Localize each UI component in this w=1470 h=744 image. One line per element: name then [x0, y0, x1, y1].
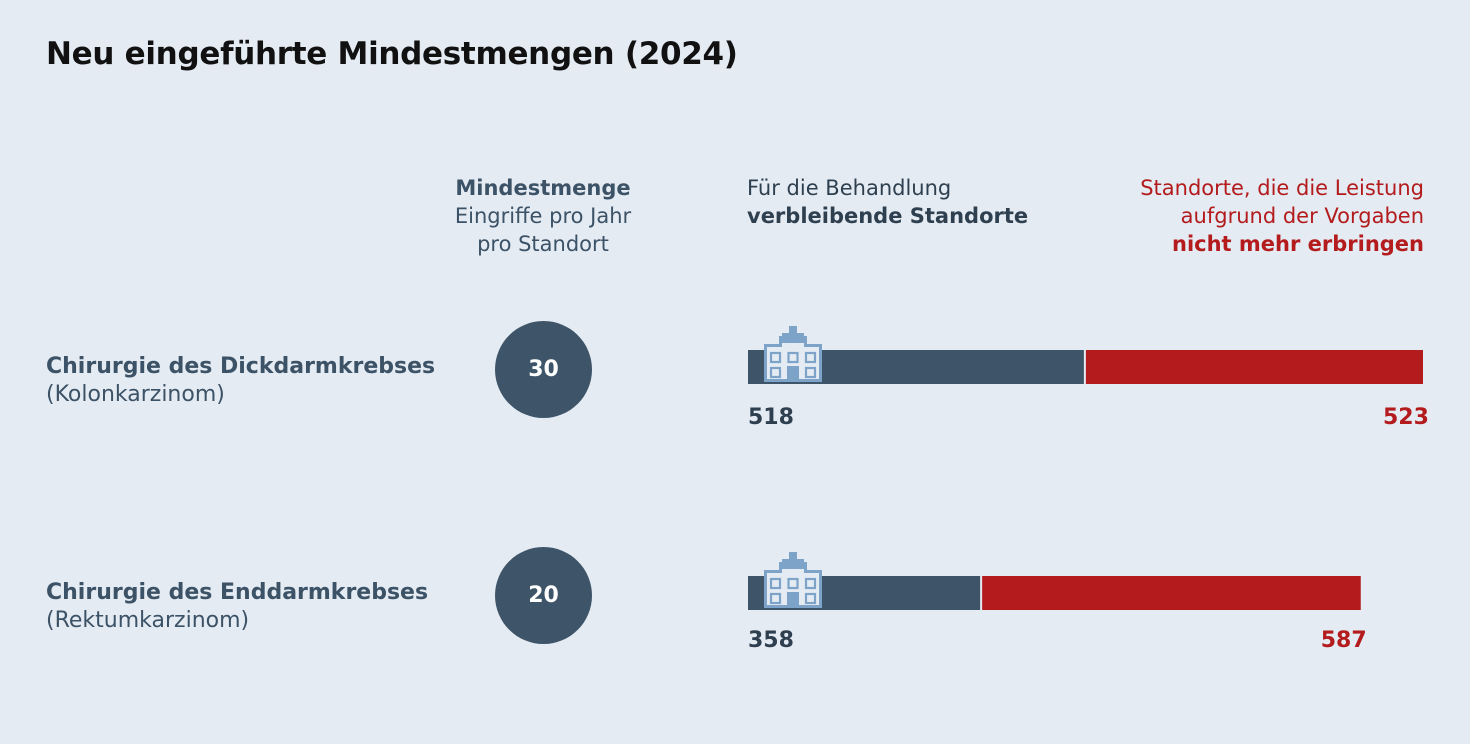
header-mindestmenge: Mindestmenge Eingriffe pro Jahr pro Stan… — [433, 174, 653, 258]
mindestmenge-circle-kolon: 30 — [495, 321, 592, 418]
row-label-kolon-name: Chirurgie des Dickdarmkrebses — [46, 354, 436, 379]
legend-remaining-line1: Für die Behandlung — [747, 176, 952, 200]
legend-remaining: Für die Behandlung verbleibende Standort… — [747, 174, 1028, 230]
legend-lost-line1: Standorte, die die Leistung — [1140, 176, 1424, 200]
chart-title: Neu eingeführte Mindestmengen (2024) — [46, 36, 738, 72]
row-label-rektum-sub: (Rektumkarzinom) — [46, 608, 250, 633]
hospital-icon — [764, 326, 822, 382]
mindestmenge-circle-rektum: 20 — [495, 547, 592, 644]
value-remaining-kolon: 518 — [748, 405, 794, 430]
value-remaining-rektum: 358 — [748, 628, 794, 653]
bar-lost-kolon — [1085, 350, 1423, 384]
legend-remaining-line2: verbleibende Standorte — [747, 204, 1029, 228]
hospital-icon — [764, 552, 822, 608]
row-label-rektum: Chirurgie des Enddarmkrebses (Rektumkarz… — [46, 579, 428, 635]
value-lost-kolon: 523 — [1383, 405, 1429, 430]
value-lost-rektum: 587 — [1320, 628, 1367, 653]
legend-lost-line3: nicht mehr erbringen — [1172, 232, 1424, 256]
row-label-kolon-sub: (Kolonkarzinom) — [46, 382, 225, 407]
header-mindestmenge-line3: pro Standort — [477, 232, 609, 256]
row-label-rektum-name: Chirurgie des Enddarmkrebses — [46, 580, 429, 605]
row-label-kolon: Chirurgie des Dickdarmkrebses (Kolonkarz… — [46, 353, 435, 409]
bar-lost-rektum — [982, 576, 1361, 610]
header-mindestmenge-line1: Mindestmenge — [455, 176, 631, 200]
legend-lost-line2: aufgrund der Vorgaben — [1180, 204, 1424, 228]
header-mindestmenge-line2: Eingriffe pro Jahr — [454, 204, 632, 228]
legend-lost: Standorte, die die Leistung aufgrund der… — [1140, 174, 1424, 258]
